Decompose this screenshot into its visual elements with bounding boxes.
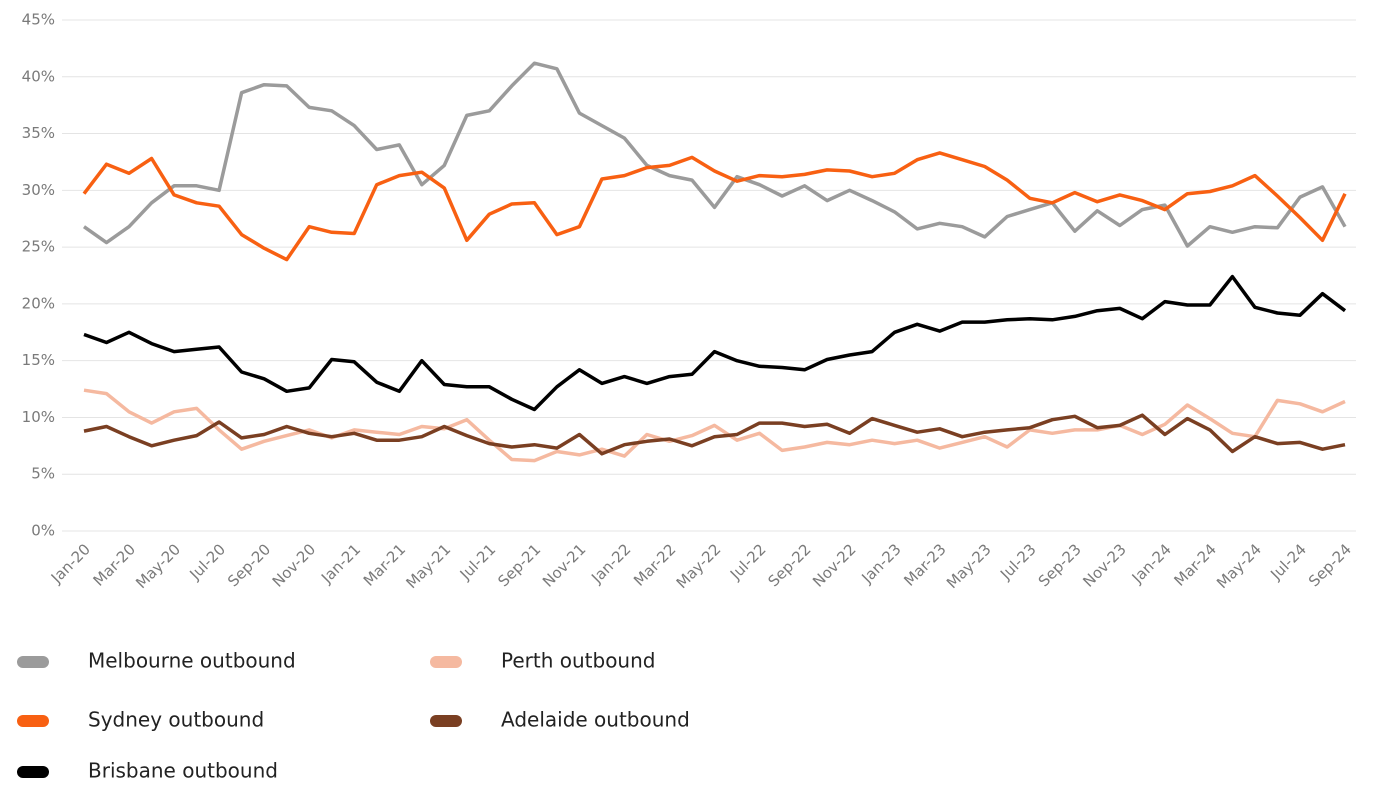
legend-text: Sydney outbound <box>88 708 264 732</box>
x-tick-label: Jan-20 <box>47 540 94 587</box>
x-tick-label: May-23 <box>943 540 995 592</box>
x-tick-label: Jan-24 <box>1128 540 1175 587</box>
y-tick-label: 15% <box>22 351 55 369</box>
x-tick-label: Jul-22 <box>726 540 770 584</box>
legend-marker <box>430 715 462 727</box>
x-tick-label: Nov-21 <box>539 540 589 590</box>
x-tick-label: Sep-23 <box>1035 540 1085 590</box>
legend-marker <box>430 656 462 668</box>
x-tick-label: Mar-20 <box>90 540 139 589</box>
x-tick-label: Jul-24 <box>1266 540 1310 584</box>
legend-marker <box>17 766 49 778</box>
line-series <box>82 151 1347 262</box>
line-series <box>83 388 1346 463</box>
x-tick-label: Nov-20 <box>269 540 319 590</box>
line-series <box>83 274 1347 412</box>
x-tick-label: May-21 <box>403 540 455 592</box>
legend-marker <box>17 656 49 668</box>
x-tick-label: Sep-21 <box>494 540 544 590</box>
y-tick-label: 35% <box>22 124 55 142</box>
legend-marker <box>17 715 49 727</box>
y-tick-label: 40% <box>22 67 55 85</box>
x-tick-label: Mar-24 <box>1171 540 1220 589</box>
y-tick-label: 45% <box>22 11 55 29</box>
legend-text: Adelaide outbound <box>501 708 690 732</box>
y-tick-label: 10% <box>22 408 55 426</box>
x-tick-label: Jul-20 <box>186 540 230 584</box>
y-tick-label: 20% <box>22 294 55 312</box>
x-tick-label: May-20 <box>132 540 184 592</box>
y-tick-label: 30% <box>22 181 55 199</box>
x-tick-label: Jul-21 <box>456 540 500 584</box>
x-tick-label: Sep-24 <box>1305 540 1355 590</box>
x-tick-label: Mar-21 <box>360 540 409 589</box>
x-tick-label: May-22 <box>673 540 725 592</box>
x-tick-label: Mar-23 <box>900 540 949 589</box>
x-tick-label: Jan-22 <box>587 540 634 587</box>
line-series <box>82 61 1347 248</box>
x-tick-label: May-24 <box>1213 540 1265 592</box>
x-tick-label: Jan-21 <box>317 540 364 587</box>
y-tick-label: 25% <box>22 238 55 256</box>
x-tick-label: Mar-22 <box>630 540 679 589</box>
x-tick-label: Sep-20 <box>224 540 274 590</box>
x-tick-label: Nov-22 <box>809 540 859 590</box>
x-tick-label: Jul-23 <box>996 540 1040 584</box>
y-tick-label: 0% <box>31 522 55 540</box>
y-tick-label: 5% <box>31 465 55 483</box>
legend-text: Perth outbound <box>501 649 655 673</box>
legend-text: Melbourne outbound <box>88 649 296 673</box>
line-series <box>83 413 1346 456</box>
x-tick-label: Jan-23 <box>858 540 905 587</box>
x-tick-label: Nov-23 <box>1079 540 1129 590</box>
legend-text: Brisbane outbound <box>88 759 278 783</box>
x-tick-label: Sep-22 <box>765 540 815 590</box>
